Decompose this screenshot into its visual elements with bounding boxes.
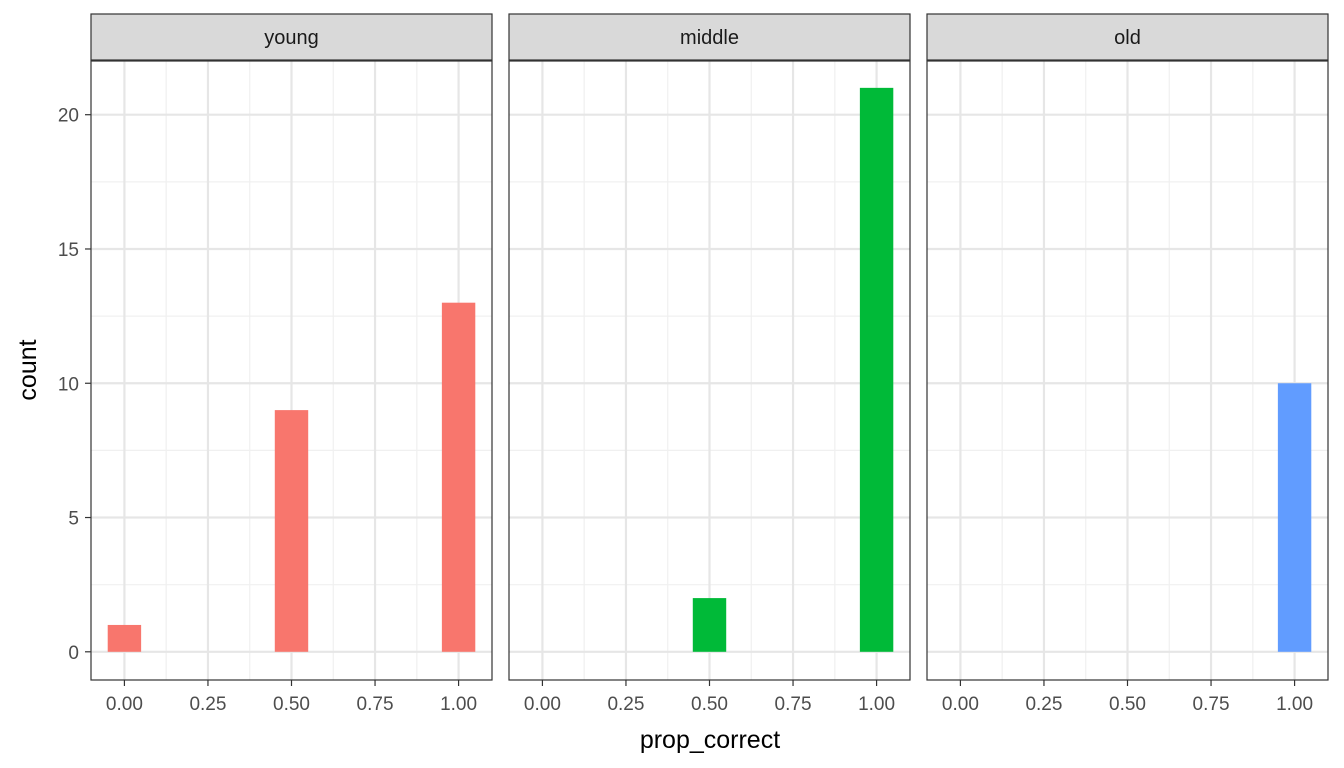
facet-strip-label: young (264, 27, 319, 49)
histogram-bar (107, 624, 142, 652)
y-tick-label: 10 (58, 374, 79, 395)
facet-strip-label: middle (680, 27, 739, 49)
y-axis-title: count (14, 339, 42, 400)
y-tick-label: 20 (58, 106, 79, 127)
x-axis-title: prop_correct (640, 726, 780, 754)
facet-strip (926, 13, 1329, 61)
x-tick-label: 1.00 (440, 694, 477, 715)
facet-panel-middle: middle 0.00 0.25 0.50 0.75 1.00 (508, 13, 911, 715)
facet-panel-old: old 0.00 0.25 0.50 0.75 1.00 (926, 13, 1329, 715)
x-tick-label: 0.50 (273, 694, 310, 715)
x-tick-label: 1.00 (1276, 694, 1313, 715)
facet-panels: young 0.00 0.25 0.50 0.75 1.00 middle 0.00 0.25 0… (90, 13, 1329, 715)
y-tick-label: 15 (58, 240, 79, 261)
histogram-bar (274, 410, 309, 652)
x-tick-label: 0.25 (189, 694, 226, 715)
facet-strip-label: old (1114, 27, 1141, 49)
x-tick-label: 0.25 (607, 694, 644, 715)
facet-strip (508, 13, 911, 61)
histogram-bar (441, 302, 476, 652)
x-tick-label: 0.00 (942, 694, 979, 715)
histogram-bar (1277, 383, 1312, 652)
x-tick-label: 0.00 (106, 694, 143, 715)
y-tick-label: 5 (68, 509, 79, 530)
histogram-bar (859, 87, 894, 652)
x-tick-label: 0.75 (775, 694, 812, 715)
x-tick-label: 0.00 (524, 694, 561, 715)
x-tick-label: 0.75 (357, 694, 394, 715)
x-tick-label: 0.50 (1109, 694, 1146, 715)
x-tick-label: 1.00 (858, 694, 895, 715)
y-axis: 0 5 10 15 20 (58, 106, 91, 664)
x-tick-label: 0.50 (691, 694, 728, 715)
x-tick-label: 0.25 (1025, 694, 1062, 715)
x-tick-label: 0.75 (1193, 694, 1230, 715)
histogram-bar (692, 598, 727, 652)
y-tick-label: 0 (68, 643, 79, 664)
facet-strip (90, 13, 493, 61)
facet-panel-young: young 0.00 0.25 0.50 0.75 1.00 (90, 13, 493, 715)
